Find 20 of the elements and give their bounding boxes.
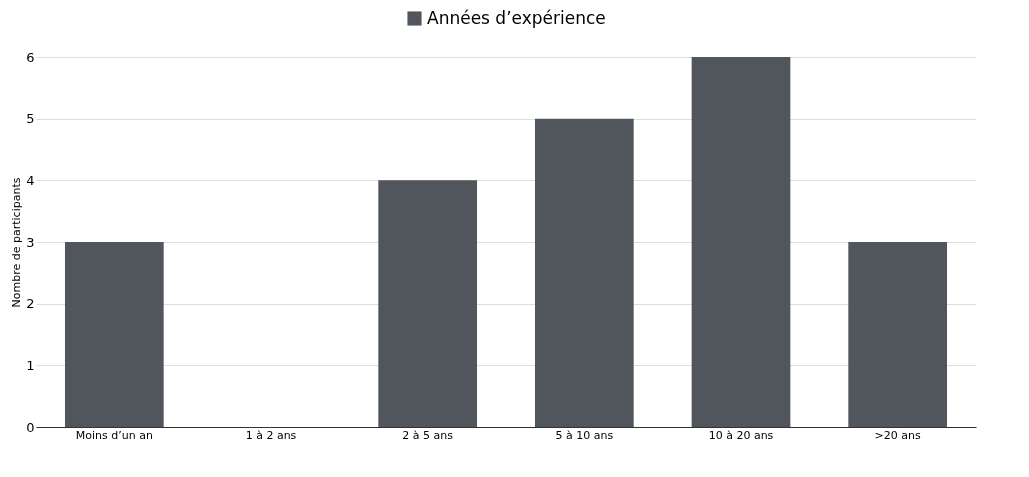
- x-tick-label: >20 ans: [874, 428, 922, 442]
- y-tick-label: 6: [26, 49, 35, 65]
- x-tick-label: 2 à 5 ans: [402, 428, 454, 442]
- bar: [64, 242, 164, 427]
- y-tick-label: 1: [26, 357, 35, 373]
- y-tick-label: 2: [26, 296, 35, 312]
- x-tick-label: Moins d’un an: [75, 428, 153, 442]
- x-tick-label: 1 à 2 ans: [245, 428, 297, 442]
- y-tick-label: 0: [26, 419, 35, 435]
- y-tick-label: 5: [26, 111, 35, 127]
- bar: [691, 57, 791, 427]
- bar: [848, 242, 948, 427]
- x-tick-label: 10 à 20 ans: [708, 428, 774, 442]
- y-tick-label: 3: [26, 234, 35, 250]
- y-tick-label: 4: [26, 172, 35, 188]
- bar: [534, 118, 634, 427]
- y-axis-title: Nombre de participants: [10, 177, 24, 308]
- legend-label: Années d’expérience: [427, 7, 606, 28]
- x-tick-label: 5 à 10 ans: [555, 428, 614, 442]
- bar: [378, 180, 478, 427]
